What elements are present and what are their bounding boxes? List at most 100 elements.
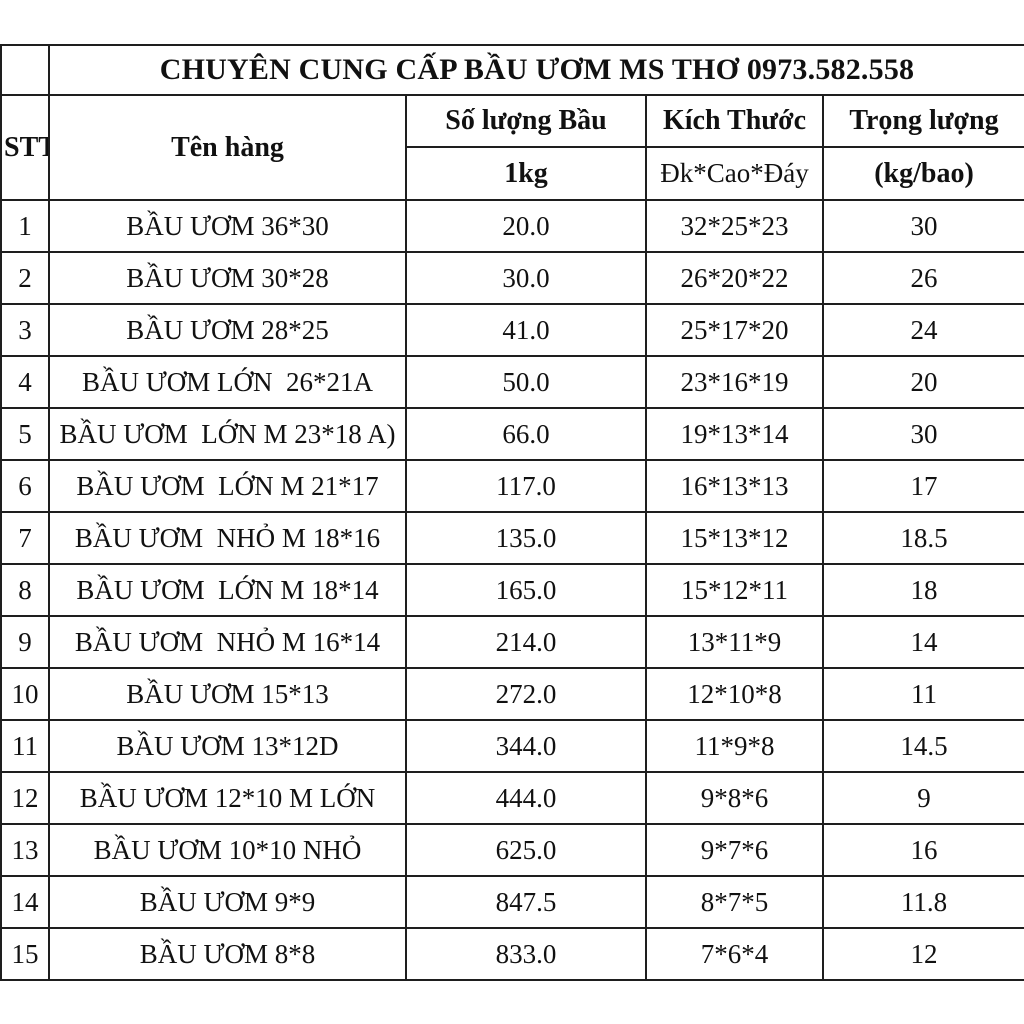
cell-size: 15*13*12 bbox=[645, 511, 824, 565]
cell-stt: 12 bbox=[0, 771, 50, 825]
cell-weight: 9 bbox=[821, 771, 1024, 825]
table-row: 9 BẦU ƯƠM NHỎ M 16*14 214.0 13*11*9 14 bbox=[0, 615, 1024, 669]
table-row: 3 BẦU ƯƠM 28*25 41.0 25*17*20 24 bbox=[0, 303, 1024, 357]
table-header: CHUYÊN CUNG CẤP BẦU ƯƠM MS THƠ 0973.582.… bbox=[0, 44, 1024, 201]
cell-qty: 444.0 bbox=[405, 771, 647, 825]
column-header-ten-hang: Tên hàng bbox=[48, 94, 407, 201]
cell-stt: 15 bbox=[0, 927, 50, 981]
cell-stt: 6 bbox=[0, 459, 50, 513]
title-row: CHUYÊN CUNG CẤP BẦU ƯƠM MS THƠ 0973.582.… bbox=[0, 44, 1024, 96]
cell-qty: 625.0 bbox=[405, 823, 647, 877]
cell-stt: 3 bbox=[0, 303, 50, 357]
cell-stt: 5 bbox=[0, 407, 50, 461]
cell-name: BẦU ƯƠM 12*10 M LỚN bbox=[48, 771, 407, 825]
cell-stt: 8 bbox=[0, 563, 50, 617]
column-unit-trong-luong: (kg/bao) bbox=[821, 146, 1024, 201]
cell-weight: 30 bbox=[821, 407, 1024, 461]
table-body: 1 BẦU ƯƠM 36*30 20.0 32*25*23 30 2 BẦU ƯƠM 30*… bbox=[0, 199, 1024, 981]
cell-name: BẦU ƯƠM LỚN M 23*18 A) bbox=[48, 407, 407, 461]
cell-qty: 214.0 bbox=[405, 615, 647, 669]
column-header-stt: STT bbox=[0, 94, 50, 201]
table-row: 14 BẦU ƯƠM 9*9 847.5 8*7*5 11.8 bbox=[0, 875, 1024, 929]
cell-qty: 165.0 bbox=[405, 563, 647, 617]
cell-name: BẦU ƯƠM 9*9 bbox=[48, 875, 407, 929]
cell-name: BẦU ƯƠM 10*10 NHỎ bbox=[48, 823, 407, 877]
cell-qty: 20.0 bbox=[405, 199, 647, 253]
cell-size: 19*13*14 bbox=[645, 407, 824, 461]
cell-stt: 4 bbox=[0, 355, 50, 409]
table-row: 12 BẦU ƯƠM 12*10 M LỚN 444.0 9*8*6 9 bbox=[0, 771, 1024, 825]
cell-stt: 14 bbox=[0, 875, 50, 929]
column-unit-kich-thuoc: Đk*Cao*Đáy bbox=[645, 146, 824, 201]
cell-stt: 9 bbox=[0, 615, 50, 669]
cell-qty: 66.0 bbox=[405, 407, 647, 461]
table-row: 5 BẦU ƯƠM LỚN M 23*18 A) 66.0 19*13*14 30 bbox=[0, 407, 1024, 461]
cell-stt: 13 bbox=[0, 823, 50, 877]
cell-weight: 16 bbox=[821, 823, 1024, 877]
cell-weight: 24 bbox=[821, 303, 1024, 357]
table-row: 2 BẦU ƯƠM 30*28 30.0 26*20*22 26 bbox=[0, 251, 1024, 305]
cell-size: 8*7*5 bbox=[645, 875, 824, 929]
cell-qty: 50.0 bbox=[405, 355, 647, 409]
cell-qty: 272.0 bbox=[405, 667, 647, 721]
cell-name: BẦU ƯƠM NHỎ M 16*14 bbox=[48, 615, 407, 669]
cell-name: BẦU ƯƠM 15*13 bbox=[48, 667, 407, 721]
cell-size: 9*8*6 bbox=[645, 771, 824, 825]
table-title: CHUYÊN CUNG CẤP BẦU ƯƠM MS THƠ 0973.582.… bbox=[47, 44, 1024, 96]
cell-stt: 11 bbox=[0, 719, 50, 773]
cell-qty: 847.5 bbox=[405, 875, 647, 929]
cell-stt: 1 bbox=[0, 199, 50, 253]
cell-size: 32*25*23 bbox=[645, 199, 824, 253]
cell-qty: 30.0 bbox=[405, 251, 647, 305]
table-row: 1 BẦU ƯƠM 36*30 20.0 32*25*23 30 bbox=[0, 199, 1024, 253]
cell-size: 26*20*22 bbox=[645, 251, 824, 305]
cell-weight: 17 bbox=[821, 459, 1024, 513]
cell-weight: 12 bbox=[821, 927, 1024, 981]
cell-name: BẦU ƯƠM 13*12D bbox=[48, 719, 407, 773]
cell-qty: 41.0 bbox=[405, 303, 647, 357]
table-row: 8 BẦU ƯƠM LỚN M 18*14 165.0 15*12*11 18 bbox=[0, 563, 1024, 617]
table-row: 7 BẦU ƯƠM NHỎ M 18*16 135.0 15*13*12 18.5 bbox=[0, 511, 1024, 565]
table-row: 4 BẦU ƯƠM LỚN 26*21A 50.0 23*16*19 20 bbox=[0, 355, 1024, 409]
cell-weight: 18.5 bbox=[821, 511, 1024, 565]
cell-name: BẦU ƯƠM LỚN 26*21A bbox=[48, 355, 407, 409]
header-row-units: 1kg Đk*Cao*Đáy (kg/bao) bbox=[1, 146, 1024, 201]
table-row: 6 BẦU ƯƠM LỚN M 21*17 117.0 16*13*13 17 bbox=[0, 459, 1024, 513]
table-row: 13 BẦU ƯƠM 10*10 NHỎ 625.0 9*7*6 16 bbox=[0, 823, 1024, 877]
cell-weight: 11.8 bbox=[821, 875, 1024, 929]
header-row-main: STT Tên hàng Số lượng Bầu Kích Thước Trọ… bbox=[0, 94, 1024, 201]
product-table: CHUYÊN CUNG CẤP BẦU ƯƠM MS THƠ 0973.582.… bbox=[0, 44, 1024, 981]
cell-size: 7*6*4 bbox=[645, 927, 824, 981]
cell-size: 16*13*13 bbox=[645, 459, 824, 513]
cell-stt: 2 bbox=[0, 251, 50, 305]
cell-weight: 11 bbox=[821, 667, 1024, 721]
cell-qty: 344.0 bbox=[405, 719, 647, 773]
cell-name: BẦU ƯƠM 8*8 bbox=[48, 927, 407, 981]
cell-weight: 30 bbox=[821, 199, 1024, 253]
cell-weight: 20 bbox=[821, 355, 1024, 409]
table-row: 15 BẦU ƯƠM 8*8 833.0 7*6*4 12 bbox=[0, 927, 1024, 981]
cell-size: 11*9*8 bbox=[645, 719, 824, 773]
cell-name: BẦU ƯƠM 28*25 bbox=[48, 303, 407, 357]
column-header-so-luong-bau: Số lượng Bầu bbox=[405, 94, 647, 148]
cell-size: 25*17*20 bbox=[645, 303, 824, 357]
title-stub-cell bbox=[0, 44, 50, 96]
cell-qty: 135.0 bbox=[405, 511, 647, 565]
table-row: 10 BẦU ƯƠM 15*13 272.0 12*10*8 11 bbox=[0, 667, 1024, 721]
cell-size: 12*10*8 bbox=[645, 667, 824, 721]
cell-name: BẦU ƯƠM 36*30 bbox=[48, 199, 407, 253]
cell-name: BẦU ƯƠM LỚN M 18*14 bbox=[48, 563, 407, 617]
cell-qty: 117.0 bbox=[405, 459, 647, 513]
cell-weight: 14 bbox=[821, 615, 1024, 669]
cell-size: 13*11*9 bbox=[645, 615, 824, 669]
cell-qty: 833.0 bbox=[405, 927, 647, 981]
cell-stt: 10 bbox=[0, 667, 50, 721]
cell-weight: 26 bbox=[821, 251, 1024, 305]
cell-stt: 7 bbox=[0, 511, 50, 565]
cell-weight: 18 bbox=[821, 563, 1024, 617]
column-header-trong-luong: Trọng lượng bbox=[821, 94, 1024, 148]
column-header-kich-thuoc: Kích Thước bbox=[645, 94, 824, 148]
cell-size: 23*16*19 bbox=[645, 355, 824, 409]
cell-name: BẦU ƯƠM 30*28 bbox=[48, 251, 407, 305]
